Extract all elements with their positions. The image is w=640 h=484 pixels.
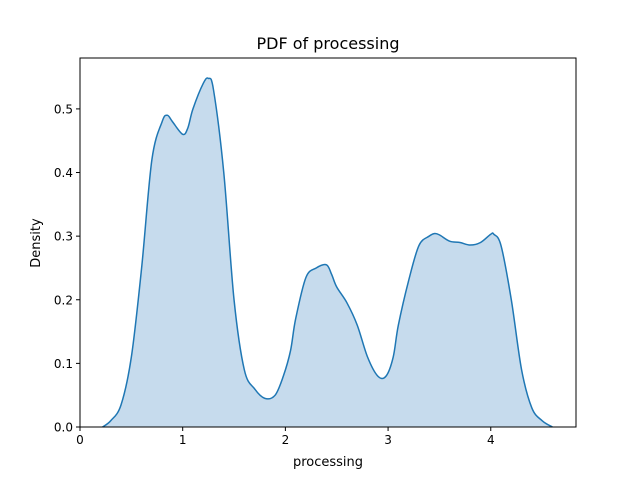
y-tick-label: 0.5 xyxy=(54,102,73,116)
y-tick-label: 0.3 xyxy=(54,230,73,244)
y-tick-label: 0.1 xyxy=(54,357,73,371)
y-tick-label: 0.4 xyxy=(54,166,73,180)
x-axis: 0 1 2 3 4 xyxy=(76,427,495,447)
chart-title: PDF of processing xyxy=(257,34,400,53)
density-curve-line xyxy=(102,77,553,428)
x-tick-label: 2 xyxy=(282,433,290,447)
plot-area xyxy=(102,77,553,428)
axes-frame xyxy=(79,57,577,428)
x-axis-label: processing xyxy=(293,455,363,470)
x-tick-label: 4 xyxy=(487,433,495,447)
x-tick-label: 1 xyxy=(179,433,187,447)
y-axis-label: Density xyxy=(29,218,44,268)
y-axis: 0.0 0.1 0.2 0.3 0.4 0.5 xyxy=(54,102,80,435)
density-area-fill xyxy=(102,77,553,427)
y-tick-label: 0.2 xyxy=(54,293,73,307)
x-tick-label: 0 xyxy=(76,433,84,447)
y-tick-label: 0.0 xyxy=(54,421,73,435)
x-tick-label: 3 xyxy=(384,433,392,447)
